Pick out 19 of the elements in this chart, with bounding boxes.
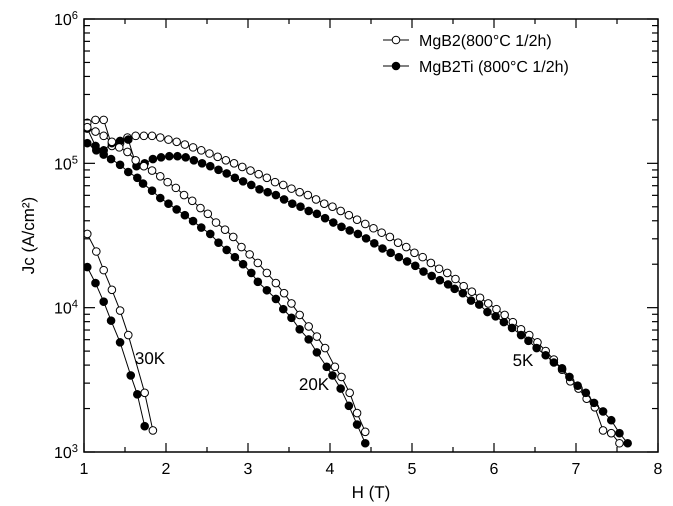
x-tick-label: 5 (408, 461, 417, 478)
legend-label: MgB2(800°C 1/2h) (419, 33, 552, 50)
x-tick-label: 4 (326, 461, 335, 478)
x-tick-label: 6 (490, 461, 499, 478)
x-tick-label: 7 (572, 461, 581, 478)
annotation: 5K (512, 351, 534, 370)
y-axis-title: Jc (A/cm²) (19, 196, 38, 274)
x-tick-label: 3 (244, 461, 253, 478)
legend-label: MgB2Ti (800°C 1/2h) (419, 59, 569, 76)
y-tick-label: 10$^{4}$ (54, 298, 78, 318)
x-tick-label: 2 (162, 461, 171, 478)
x-tick-label: 8 (654, 461, 663, 478)
annotation: 20K (298, 375, 330, 394)
annotation: 30K (134, 349, 166, 368)
x-tick-label: 1 (80, 461, 89, 478)
x-axis-title: H (T) (352, 483, 390, 502)
y-tick-label: 10$^{3}$ (54, 443, 78, 462)
y-tick-label: 10$^{6}$ (54, 10, 78, 29)
y-tick-label: 10$^{5}$ (54, 154, 78, 174)
